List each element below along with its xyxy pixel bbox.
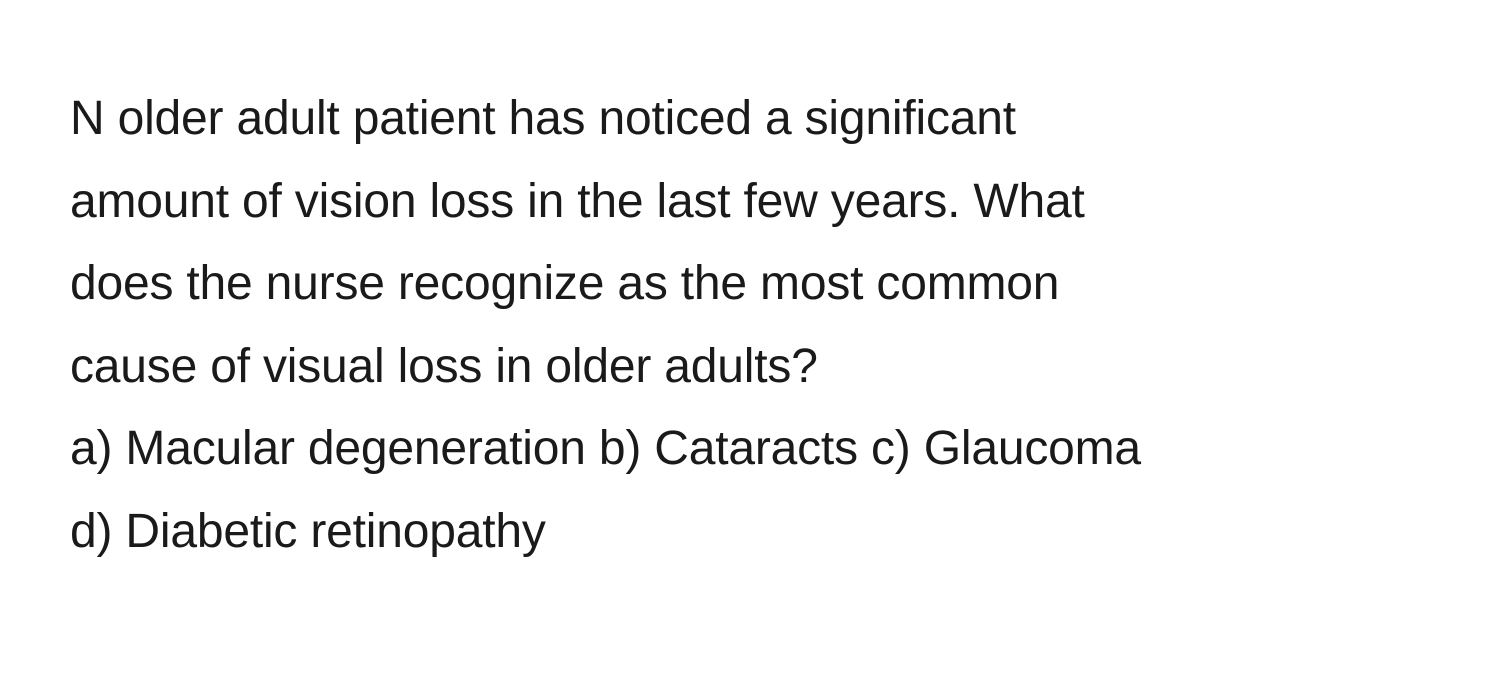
question-stem-line-1: N older adult patient has noticed a sign… <box>70 92 1016 145</box>
answer-options-line-1: a) Macular degeneration b) Cataracts c) … <box>70 422 1141 475</box>
question-stem-line-2: amount of vision loss in the last few ye… <box>70 175 1085 228</box>
question-stem-line-3: does the nurse recognize as the most com… <box>70 257 1059 310</box>
question-container: N older adult patient has noticed a sign… <box>70 78 1430 573</box>
answer-options-line-2: d) Diabetic retinopathy <box>70 505 546 558</box>
question-text-block: N older adult patient has noticed a sign… <box>70 78 1430 573</box>
question-stem-line-4: cause of visual loss in older adults? <box>70 340 818 393</box>
